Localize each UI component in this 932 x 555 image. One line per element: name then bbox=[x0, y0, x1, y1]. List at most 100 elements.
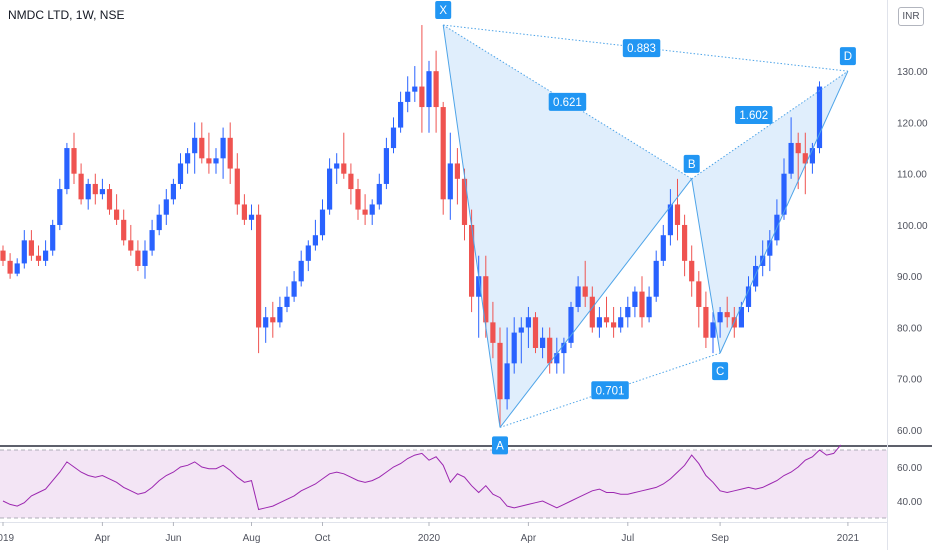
pattern-point-label-a: A bbox=[496, 440, 504, 452]
rsi-axis-tick-label: 40.00 bbox=[897, 497, 922, 508]
pattern-point-label-bg bbox=[683, 154, 700, 173]
pattern-point-label-bg bbox=[435, 1, 452, 20]
candle-up bbox=[540, 337, 546, 348]
candle-up bbox=[753, 265, 759, 287]
candle-up bbox=[398, 101, 404, 128]
candle-up bbox=[767, 240, 773, 256]
candle-down bbox=[341, 163, 347, 174]
candle-up bbox=[305, 245, 311, 261]
pattern-leg-ab bbox=[499, 178, 693, 428]
candle-down bbox=[483, 276, 489, 323]
pattern-point-label-d: D bbox=[844, 51, 852, 63]
candle-down bbox=[355, 189, 361, 210]
candle-up bbox=[760, 255, 766, 266]
candle-up bbox=[667, 204, 673, 236]
candle-down bbox=[121, 219, 127, 241]
pattern-ratio-label-bg bbox=[591, 381, 629, 400]
pattern-point-label-c: C bbox=[716, 366, 724, 378]
currency-badge[interactable]: INR bbox=[898, 7, 924, 26]
candle-down bbox=[703, 306, 709, 338]
price-axis-tick-label: 60.00 bbox=[897, 426, 922, 437]
candle-up bbox=[653, 260, 659, 297]
candle-up bbox=[213, 158, 219, 164]
candle-up bbox=[170, 183, 176, 200]
candle-down bbox=[603, 317, 610, 323]
pattern-ratio-label-bg bbox=[548, 92, 587, 111]
candle-up bbox=[177, 163, 184, 184]
candle-down bbox=[241, 204, 247, 220]
candle-up bbox=[99, 189, 105, 195]
candle-up bbox=[511, 332, 517, 364]
pattern-triangle-xab bbox=[443, 25, 692, 428]
pattern-ratio-label: 0.701 bbox=[596, 385, 625, 397]
candle-down bbox=[461, 178, 468, 225]
time-axis-tick-label: Apr bbox=[521, 533, 537, 544]
candle-up bbox=[369, 204, 375, 215]
candle-up bbox=[788, 142, 794, 174]
pattern-point-label-bg bbox=[492, 436, 508, 455]
candle-up bbox=[163, 199, 169, 215]
candle-down bbox=[199, 137, 205, 159]
time-axis-tick-label: Jul bbox=[621, 533, 634, 544]
candle-up bbox=[447, 163, 453, 200]
candle-up bbox=[14, 263, 20, 274]
candle-down bbox=[611, 322, 617, 328]
candle-down bbox=[696, 281, 702, 307]
candle-up bbox=[476, 276, 482, 297]
pattern-point-label-x: X bbox=[439, 5, 447, 17]
candle-down bbox=[532, 317, 539, 348]
candle-up bbox=[57, 189, 63, 225]
candle-down bbox=[419, 86, 425, 108]
candle-up bbox=[518, 327, 524, 333]
candle-up bbox=[64, 148, 70, 190]
candle-down bbox=[348, 173, 354, 190]
candle-up bbox=[248, 214, 255, 220]
candle-up bbox=[298, 260, 304, 282]
candle-up bbox=[745, 286, 752, 307]
pattern-triangle-bcd bbox=[691, 71, 848, 354]
candle-down bbox=[227, 137, 233, 169]
candle-up bbox=[561, 342, 567, 354]
price-axis-tick-label: 100.00 bbox=[897, 221, 928, 232]
candle-up bbox=[220, 137, 226, 159]
pattern-ratio-label-bg bbox=[735, 106, 773, 125]
candle-up bbox=[43, 250, 49, 261]
pattern-ratio-label: 0.621 bbox=[553, 97, 582, 109]
candle-down bbox=[490, 322, 496, 343]
candle-down bbox=[497, 342, 503, 400]
pattern-leg-xa bbox=[442, 24, 501, 428]
candle-up bbox=[142, 250, 148, 266]
candle-down bbox=[433, 71, 439, 108]
time-axis-tick-label: 2019 bbox=[0, 533, 15, 544]
candle-up bbox=[156, 214, 162, 231]
candle-up bbox=[319, 209, 326, 236]
candle-up bbox=[618, 317, 624, 328]
candle-down bbox=[724, 312, 730, 318]
candle-down bbox=[78, 173, 84, 200]
price-axis-tick-label: 120.00 bbox=[897, 118, 928, 129]
candle-up bbox=[50, 224, 56, 251]
candle-down bbox=[28, 240, 34, 256]
candle-up bbox=[632, 291, 638, 307]
pattern-ratio-label: 1.602 bbox=[739, 110, 768, 122]
pattern-point-label-b: B bbox=[688, 159, 696, 171]
candle-down bbox=[270, 317, 276, 323]
rsi-line bbox=[2, 444, 842, 511]
price-axis-tick-label: 110.00 bbox=[897, 170, 927, 181]
time-axis-tick-label: Apr bbox=[95, 533, 111, 544]
candle-up bbox=[312, 235, 318, 246]
candle-down bbox=[682, 224, 688, 261]
candle-down bbox=[454, 163, 460, 179]
candle-up bbox=[390, 127, 397, 149]
candle-down bbox=[589, 296, 595, 328]
candle-up bbox=[710, 322, 716, 338]
candle-up bbox=[405, 91, 411, 102]
candle-down bbox=[582, 286, 588, 297]
candle-up bbox=[660, 235, 666, 261]
candle-up bbox=[85, 183, 91, 200]
candle-up bbox=[277, 306, 283, 323]
time-axis-tick-label: Aug bbox=[243, 533, 261, 544]
pattern-ratio-line-bd bbox=[691, 70, 849, 180]
